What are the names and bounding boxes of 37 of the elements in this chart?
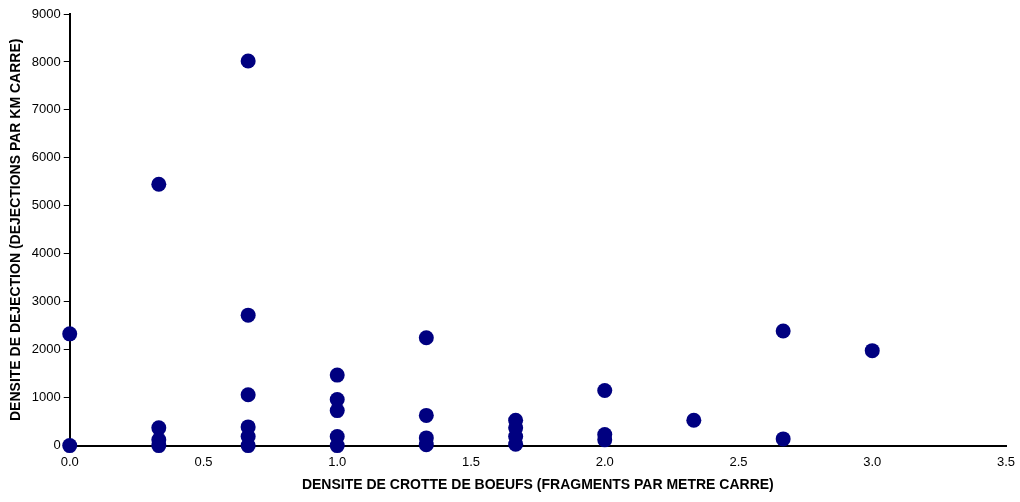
point xyxy=(151,176,167,192)
point xyxy=(864,343,880,359)
x-tick-label: 2.5 xyxy=(729,453,748,469)
x-tick-label: 3.0 xyxy=(863,453,882,469)
y-tick-label: 7000 xyxy=(31,101,61,117)
y-tick-label: 8000 xyxy=(31,53,61,69)
x-tick-label: 1.5 xyxy=(461,453,481,469)
point xyxy=(418,330,434,346)
y-tick-label: 1000 xyxy=(31,389,61,405)
x-tick-label: 2.0 xyxy=(595,453,614,469)
y-tick-label: 9000 xyxy=(31,5,61,21)
point xyxy=(329,438,345,454)
x-tick-label: 0.5 xyxy=(194,453,213,469)
point xyxy=(240,387,256,403)
point xyxy=(418,407,434,423)
point xyxy=(240,307,256,323)
x-tick-label: 1.0 xyxy=(328,453,347,469)
y-tick-label: 4000 xyxy=(31,245,61,261)
point xyxy=(597,382,613,398)
point xyxy=(329,403,345,419)
point xyxy=(775,323,791,339)
y-tick-label: 2000 xyxy=(31,341,61,357)
x-axis-title: DENSITE DE CROTTE DE BOEUFS (FRAGMENTS PAR METRE CARRE) xyxy=(301,476,774,493)
y-tick-label: 5000 xyxy=(31,197,61,213)
x-tick-label: 0.0 xyxy=(60,453,79,469)
point xyxy=(240,438,256,454)
point xyxy=(62,326,78,342)
point xyxy=(775,431,791,447)
point xyxy=(240,53,256,69)
y-tick-label: 0 xyxy=(53,437,61,453)
point xyxy=(62,438,78,454)
point xyxy=(329,367,345,383)
y-tick-label: 6000 xyxy=(31,149,61,165)
y-axis-title: DENSITE DE DEJECTION (DEJECTIONS PAR KM CARRE) xyxy=(7,38,24,422)
point xyxy=(686,412,702,428)
x-tick-label: 3.5 xyxy=(996,453,1016,469)
y-tick-label: 3000 xyxy=(31,293,61,309)
